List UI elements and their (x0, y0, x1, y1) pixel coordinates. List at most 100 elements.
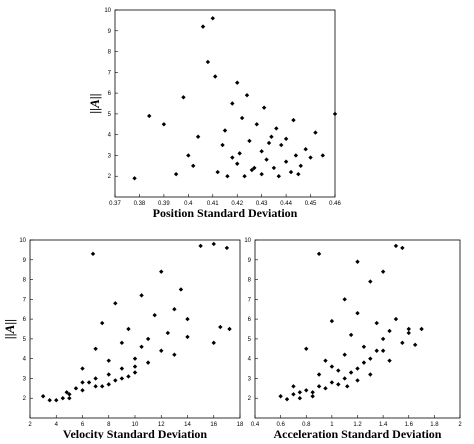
point (323, 358, 328, 363)
point (235, 80, 240, 85)
point (296, 171, 301, 177)
axes-box (29, 239, 241, 419)
point (211, 241, 216, 247)
x-axis-label: Position Standard Deviation (153, 206, 298, 220)
point (113, 301, 118, 306)
point (225, 174, 230, 179)
point (106, 372, 111, 377)
point (374, 320, 379, 326)
point (284, 397, 290, 402)
point (185, 316, 190, 322)
point (297, 390, 303, 395)
y-tick-label: 10 (244, 238, 251, 244)
point (205, 59, 211, 65)
y-tick-label: 4 (23, 357, 27, 363)
x-tick-label: 18 (237, 422, 244, 428)
point (342, 352, 347, 357)
point (145, 336, 151, 342)
x-tick-label: 0.39 (158, 201, 170, 207)
x-tick-label: 14 (184, 422, 191, 428)
point (178, 287, 184, 292)
point (67, 396, 72, 401)
point (310, 394, 315, 399)
x-tick-label: 16 (210, 422, 217, 428)
point (254, 122, 259, 127)
point (316, 384, 322, 389)
point (316, 251, 322, 257)
point (93, 384, 98, 389)
point (139, 293, 144, 298)
y-tick-label: 5 (23, 337, 27, 343)
point (259, 149, 264, 154)
point (387, 328, 392, 334)
point (342, 376, 347, 381)
point (329, 318, 335, 324)
point (303, 147, 308, 152)
point (293, 153, 299, 158)
x-axis-label: Velocity Standard Deviation (63, 427, 208, 439)
point (400, 340, 405, 346)
x-tick-label: 0.37 (109, 201, 121, 207)
point (40, 394, 46, 399)
point (393, 316, 399, 322)
x-tick-label: 0.4 (251, 422, 260, 428)
point (139, 344, 144, 349)
point (215, 169, 220, 175)
point (172, 352, 177, 357)
point (323, 386, 328, 391)
x-tick-label: 1.4 (379, 422, 388, 428)
x-tick-label: 10 (132, 422, 139, 428)
point (230, 101, 235, 106)
point (269, 134, 274, 139)
y-tick-label: 3 (248, 376, 252, 382)
point (336, 368, 341, 373)
point (419, 326, 424, 332)
point (106, 382, 111, 387)
y-tick-label: 9 (248, 258, 252, 264)
point (298, 163, 303, 169)
point (380, 269, 386, 274)
y-tick-label: 7 (23, 297, 27, 303)
point (173, 171, 179, 177)
point (355, 366, 360, 371)
point (86, 380, 92, 385)
point (291, 384, 296, 389)
x-tick-label: 0.8 (302, 422, 311, 428)
point (218, 324, 223, 330)
y-tick-label: 6 (248, 317, 252, 323)
y-tick-label: 6 (23, 317, 27, 323)
axes-box (254, 239, 461, 419)
x-tick-label: 0.38 (134, 201, 146, 207)
point (90, 251, 96, 257)
point (119, 366, 125, 371)
point (348, 370, 354, 375)
point (195, 134, 201, 139)
point (387, 358, 392, 363)
point (80, 388, 85, 393)
y-tick-label: 2 (23, 396, 27, 402)
point (361, 360, 367, 365)
point (159, 348, 164, 353)
point (291, 117, 296, 123)
point (313, 130, 318, 135)
x-tick-label: 0.46 (329, 201, 341, 207)
point (342, 297, 347, 302)
point (242, 174, 247, 179)
point (213, 74, 218, 79)
point (400, 245, 405, 251)
point (237, 151, 242, 156)
point (224, 245, 230, 251)
point (304, 346, 309, 351)
axes-box (114, 9, 336, 198)
point (165, 330, 171, 336)
point (211, 340, 216, 346)
x-axis-label: Acceleration Standard Deviation (274, 427, 442, 439)
point (406, 326, 411, 332)
point (368, 372, 373, 377)
point (380, 348, 386, 353)
point (345, 384, 350, 389)
y-tick-label: 3 (108, 153, 112, 159)
point (355, 310, 360, 316)
y-tick-label: 5 (248, 337, 252, 343)
